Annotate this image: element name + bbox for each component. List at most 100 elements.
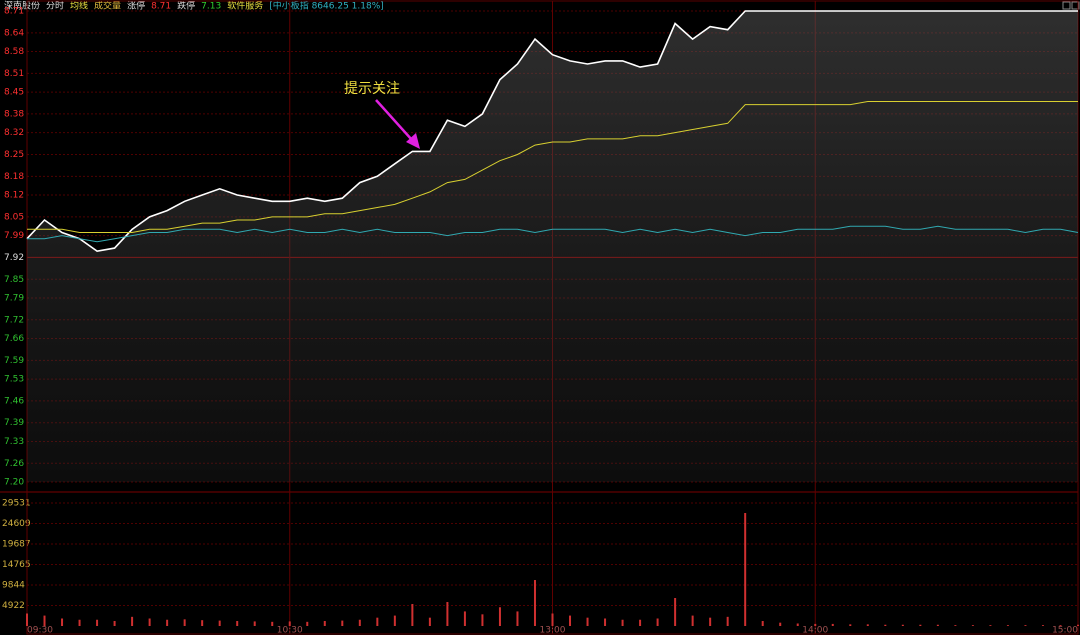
- y-tick-label: 7.79: [4, 293, 24, 303]
- y-tick-label: 7.46: [4, 396, 24, 406]
- volume-bar: [796, 623, 799, 626]
- volume-bar: [393, 615, 396, 626]
- y-tick-label: 8.25: [4, 150, 24, 160]
- y-tick-label: 8.18: [4, 172, 24, 182]
- y-tick-label: 7.72: [4, 315, 24, 325]
- volume-bar: [446, 602, 449, 626]
- volume-bar: [691, 615, 694, 626]
- x-tick-label: 15:00: [1052, 626, 1078, 635]
- volume-bar: [201, 620, 204, 626]
- volume-bar: [533, 580, 536, 626]
- volume-bar: [586, 617, 589, 626]
- volume-bar: [61, 618, 64, 626]
- volume-bar: [323, 621, 326, 626]
- line: [26, 10, 1078, 253]
- y-tick-label: 8.51: [4, 69, 24, 79]
- window-button[interactable]: [1062, 1, 1071, 10]
- volume-bar: [971, 625, 974, 626]
- volume-bar: [989, 625, 992, 626]
- volume-bar: [936, 624, 939, 626]
- volume-bar: [183, 619, 186, 626]
- volume-bar: [236, 621, 239, 626]
- volume-bar: [166, 619, 169, 626]
- y-tick-label: 7.85: [4, 275, 24, 285]
- y-tick-label: 8.58: [4, 47, 24, 57]
- volume-bar: [866, 624, 869, 626]
- y-tick-label: 8.12: [4, 191, 24, 201]
- volume-bar: [1006, 625, 1009, 626]
- header-item: 深南股份: [4, 0, 40, 12]
- volume-bar: [288, 621, 291, 626]
- plot: [26, 10, 1079, 626]
- volume-bar: [884, 624, 887, 626]
- header-item: 成交量: [94, 0, 121, 12]
- y-tick-label: 8.32: [4, 128, 24, 138]
- volume-bar: [849, 624, 852, 626]
- volume-bar: [428, 617, 431, 626]
- y-tick-label: 8.38: [4, 109, 24, 119]
- volume-bar: [919, 624, 922, 626]
- price-area: [27, 11, 1078, 482]
- volume-bar: [271, 621, 274, 626]
- line: [27, 101, 1078, 233]
- volume-bar: [726, 616, 729, 626]
- volume-bar: [131, 616, 134, 626]
- y-tick-label: 7.26: [4, 459, 24, 469]
- x-tick-label: 14:00: [802, 626, 828, 635]
- annotation-arrow: [375, 99, 413, 141]
- volume-bar: [1077, 624, 1079, 626]
- header: 深南股份 分时 均线 成交量 涨停 8.71 跌停 7.13 软件服务 [中小板指 8646.25…: [4, 0, 384, 12]
- volume-bar: [814, 623, 817, 626]
- volume-bar: [218, 620, 221, 626]
- x-tick-label: 09:30: [27, 626, 53, 635]
- volume-bar: [78, 619, 81, 626]
- y-tick-label: 7.99: [4, 231, 24, 241]
- volume-bar: [551, 613, 554, 626]
- volume-bar: [954, 625, 957, 626]
- volume-bar: [376, 617, 379, 626]
- y-tick-label: 7.33: [4, 437, 24, 447]
- header-item: 均线: [70, 0, 88, 12]
- volume-bar: [463, 611, 466, 626]
- annotation-arrowhead: [406, 133, 420, 149]
- volume-tick-label: 4922: [2, 601, 25, 611]
- volume-bar: [306, 621, 309, 626]
- x-tick-label: 10:30: [277, 626, 303, 635]
- volume-bar: [481, 614, 484, 626]
- volume-bar: [621, 619, 624, 626]
- line: [27, 225, 1079, 243]
- y-tick-label: 8.05: [4, 212, 24, 222]
- volume-tick-label: 14765: [2, 560, 31, 570]
- volume-bar: [569, 615, 572, 626]
- x-tick-label: 13:00: [540, 626, 566, 635]
- y-tick-label: 8.71: [4, 7, 24, 17]
- window-button[interactable]: [1071, 1, 1080, 10]
- volume-bar: [1024, 625, 1027, 626]
- volume-tick-label: 9844: [2, 580, 25, 590]
- volume-bar: [901, 624, 904, 626]
- volume-bar: [709, 617, 712, 626]
- volume-bar: [761, 621, 764, 626]
- volume-bar: [639, 619, 642, 626]
- volume-tick-label: 19687: [2, 540, 31, 550]
- y-tick-label: 7.59: [4, 356, 24, 366]
- header-item: 软件服务: [227, 0, 263, 12]
- y-tick-label: 7.20: [4, 478, 24, 488]
- volume-bar: [744, 513, 747, 626]
- volume-bar: [43, 615, 46, 626]
- y-tick-label: 8.64: [4, 28, 24, 38]
- annotation: 提示关注: [344, 81, 400, 97]
- header-item: [中小板指 8646.25 1.18%]: [269, 0, 384, 12]
- volume-bar: [779, 622, 782, 626]
- y-tick-label: 7.53: [4, 375, 24, 385]
- volume-tick-label: 24609: [2, 519, 31, 529]
- header-item: 7.13: [201, 2, 221, 12]
- volume-bar: [411, 604, 414, 626]
- volume-bar: [1059, 625, 1062, 626]
- volume-bar: [1041, 625, 1044, 626]
- y-tick-label: 8.45: [4, 88, 24, 98]
- volume-bar: [674, 598, 677, 626]
- y-tick-label: 7.66: [4, 334, 24, 344]
- volume-tick-label: 29531: [2, 499, 31, 509]
